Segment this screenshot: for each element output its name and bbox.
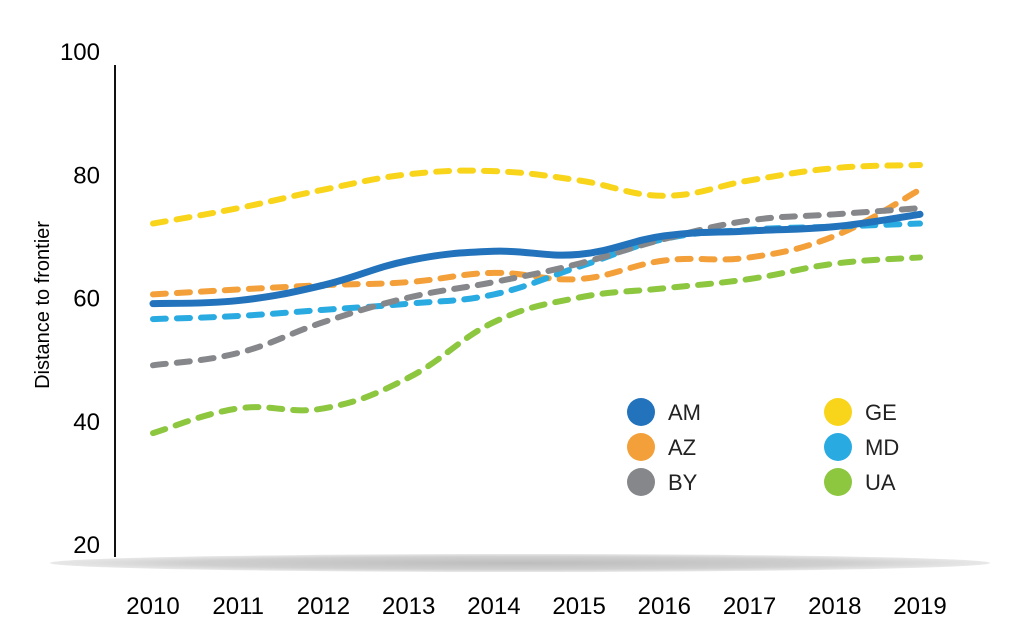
- legend-swatch-az: [627, 433, 655, 461]
- legend-label-ua: UA: [865, 470, 896, 495]
- x-tick-label: 2013: [382, 593, 435, 620]
- x-tick-label: 2010: [126, 593, 179, 620]
- legend-swatch-md: [824, 433, 852, 461]
- y-axis-title: Distance to frontier: [32, 221, 54, 389]
- y-tick-label: 40: [73, 409, 100, 436]
- y-tick-label: 20: [73, 532, 100, 559]
- series-lines: [149, 162, 924, 437]
- series-line-az: [150, 186, 923, 298]
- x-tick-label: 2018: [808, 593, 861, 620]
- x-tick-label: 2012: [297, 593, 350, 620]
- series-line-am: [149, 210, 924, 308]
- legend-swatch-ge: [824, 398, 852, 426]
- legend-label-by: BY: [668, 470, 698, 495]
- x-tick-label: 2014: [467, 593, 520, 620]
- legend-label-am: AM: [668, 400, 701, 425]
- series-line-ge: [150, 162, 923, 227]
- y-tick-labels: 20 40 60 80 100: [60, 39, 100, 559]
- x-tick-labels: 2010 2011 2012 2013 2014 2015 2016 2017 2018 2019: [126, 593, 946, 620]
- x-tick-label: 2017: [723, 593, 776, 620]
- legend-label-md: MD: [865, 435, 899, 460]
- x-tick-label: 2011: [212, 593, 264, 620]
- legend-label-az: AZ: [668, 435, 696, 460]
- legend-label-ge: GE: [865, 400, 897, 425]
- series-line-ua: [150, 254, 923, 437]
- legend-swatch-am: [627, 398, 655, 426]
- legend-swatch-by: [627, 468, 655, 496]
- series-line-by: [150, 205, 923, 369]
- x-tick-label: 2015: [552, 593, 605, 620]
- legend-swatch-ua: [824, 468, 852, 496]
- chart-floor: [50, 554, 990, 572]
- y-tick-label: 60: [73, 286, 100, 313]
- y-tick-label: 80: [73, 162, 100, 189]
- x-tick-label: 2016: [638, 593, 691, 620]
- x-tick-label: 2019: [893, 593, 946, 620]
- y-tick-label: 100: [60, 39, 100, 66]
- legend: AM AZ BY GE MD UA: [627, 398, 899, 496]
